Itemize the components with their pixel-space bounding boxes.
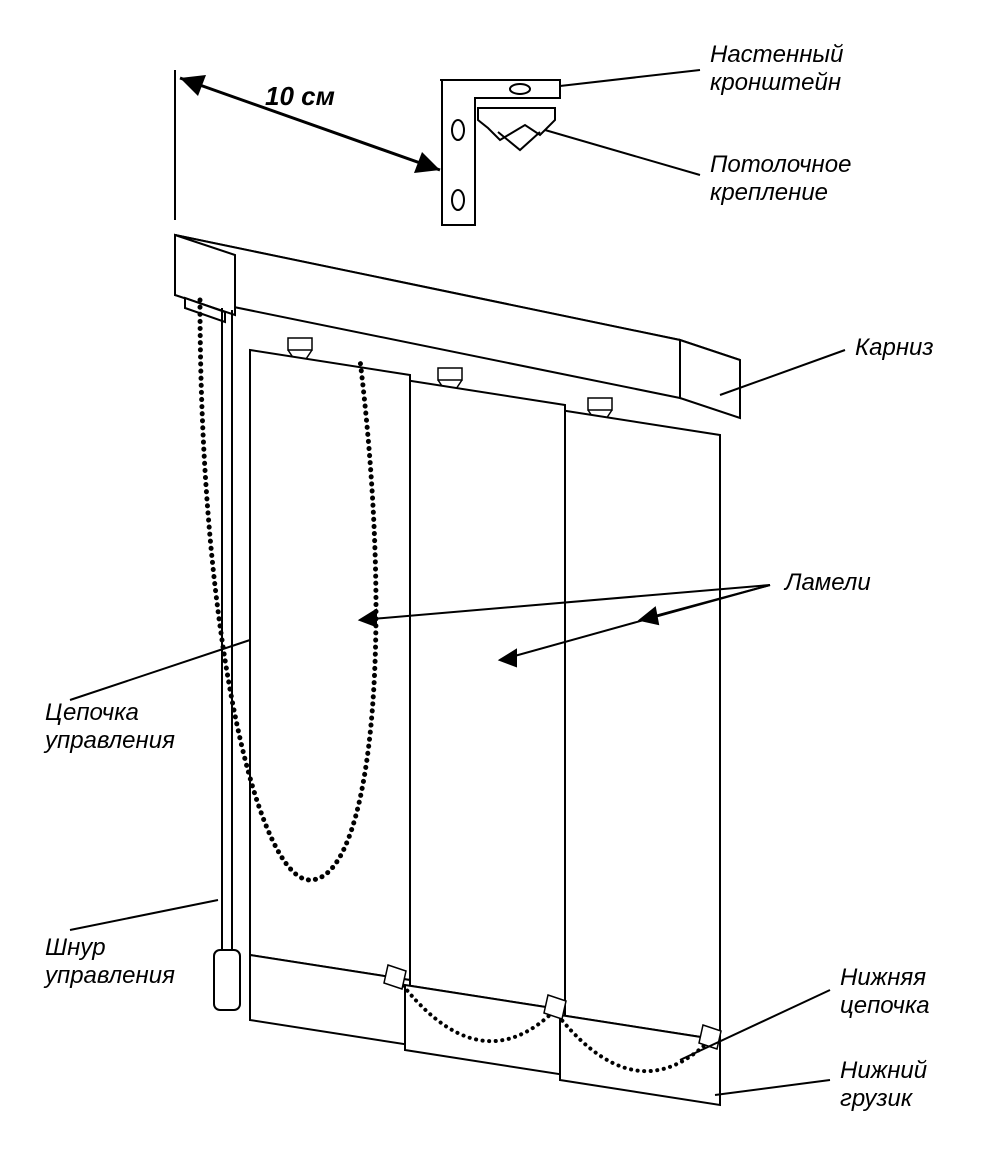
wall-bracket-label-1: Настенный xyxy=(710,41,843,68)
bottom-weight-label-1: Нижний xyxy=(840,1057,927,1084)
vertical-blinds-diagram: 10 см xyxy=(0,0,1000,1157)
control-chain-label-1: Цепочка xyxy=(45,699,139,726)
headrail-label: Карниз xyxy=(855,334,934,361)
bottom-chain-label-1: Нижняя xyxy=(840,964,926,991)
control-cord-label-1: Шнур xyxy=(45,934,106,961)
ceiling-mount-label-1: Потолочное xyxy=(710,151,851,178)
ceiling-mount-label-2: крепление xyxy=(710,179,828,206)
control-chain-label-2: управления xyxy=(43,727,175,754)
dimension-label: 10 см xyxy=(265,81,335,111)
wall-bracket-label-2: кронштейн xyxy=(710,69,841,96)
bottom-chain-label-2: цепочка xyxy=(840,992,930,1019)
slats-label: Ламели xyxy=(783,569,871,596)
ceiling-mount-clip xyxy=(478,108,555,150)
slats xyxy=(250,350,720,1040)
control-cord-label-2: управления xyxy=(43,962,175,989)
dimension-arrow: 10 см xyxy=(175,70,440,220)
wall-bracket xyxy=(440,80,560,225)
bottom-weight-label-2: грузик xyxy=(840,1085,914,1112)
control-cord xyxy=(214,308,240,1010)
